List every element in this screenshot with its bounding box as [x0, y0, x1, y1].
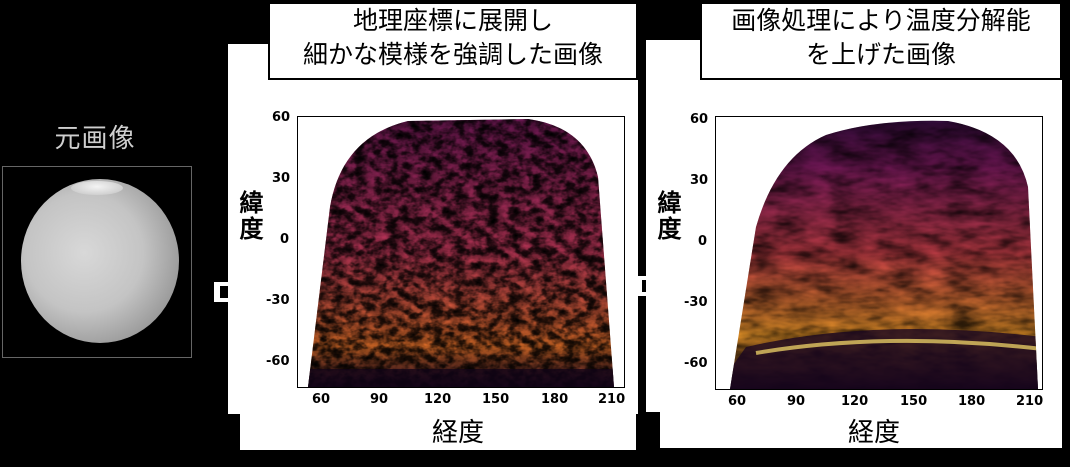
panel1-plot-frame	[297, 116, 625, 388]
panel2-heatmap	[730, 120, 1038, 389]
panel1-title: 地理座標に展開し 細かな模様を強調した画像	[268, 2, 638, 80]
panel1-ytick-60: 60	[272, 110, 291, 125]
panel1-heatmap	[308, 119, 614, 387]
panel2-ylabel: 緯度	[653, 190, 681, 242]
panel1-xtick-150: 150	[482, 392, 510, 407]
panel2-title-line1: 画像処理により温度分解能	[731, 6, 1031, 35]
planet-disk	[21, 179, 179, 343]
panel1-xtick-120: 120	[424, 392, 452, 407]
panel2-xtick-120: 120	[841, 394, 869, 409]
panel2-ytick-60: 60	[690, 112, 709, 127]
panel2-ytick-0: 0	[698, 234, 708, 249]
panel1-xtick-210: 210	[598, 392, 626, 407]
panel2-plot-frame	[715, 116, 1043, 390]
original-image	[2, 166, 192, 358]
panel2-ytick-m60: -60	[684, 356, 708, 371]
panel2-xtick-60: 60	[728, 394, 747, 409]
panel1-ytick-0: 0	[280, 232, 290, 247]
panel2-xtick-180: 180	[958, 394, 986, 409]
panel1-ylabel: 緯度	[235, 190, 263, 242]
panel1-ytick-m60: -60	[266, 354, 290, 369]
original-image-label: 元画像	[54, 124, 136, 154]
panel2-xtick-150: 150	[900, 394, 928, 409]
panel2-ytick-30: 30	[690, 173, 709, 188]
panel1-xtick-180: 180	[541, 392, 569, 407]
panel2-title: 画像処理により温度分解能 を上げた画像	[700, 2, 1062, 80]
panel2-xlabel: 経度	[848, 418, 901, 448]
panel1-xlabel: 経度	[432, 418, 485, 448]
panel1-ytick-m30: -30	[266, 293, 290, 308]
panel2-xtick-90: 90	[787, 394, 806, 409]
panel2-xtick-210: 210	[1016, 394, 1044, 409]
panel1-xtick-60: 60	[312, 392, 331, 407]
panel1-xtick-90: 90	[370, 392, 389, 407]
polar-cap	[71, 181, 123, 195]
panel1-title-line1: 地理座標に展開し	[352, 6, 553, 35]
panel2-title-line2: を上げた画像	[805, 40, 956, 69]
panel1-title-line2: 細かな模様を強調した画像	[302, 40, 603, 69]
panel2-ytick-m30: -30	[684, 295, 708, 310]
panel1-ytick-30: 30	[272, 171, 291, 186]
